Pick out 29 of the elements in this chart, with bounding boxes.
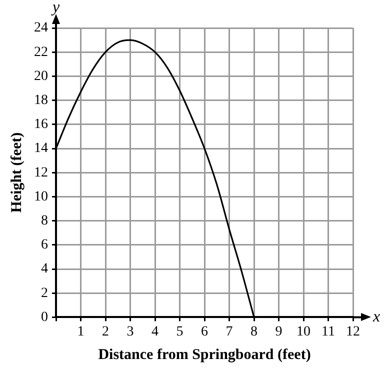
x-tick-label: 10 — [296, 324, 310, 340]
y-axis-title: Height (feet) — [8, 132, 25, 213]
x-tick-label: 11 — [322, 324, 335, 340]
x-tick-label: 2 — [102, 324, 109, 340]
x-tick-label: 9 — [275, 324, 282, 340]
y-tick-label: 14 — [34, 141, 48, 156]
y-tick-label: 18 — [34, 92, 48, 108]
y-tick-label: 20 — [34, 68, 48, 84]
y-tick-label: 6 — [41, 238, 48, 253]
x-tick-label: 1 — [77, 324, 84, 340]
x-axis-title: Distance from Springboard (feet) — [98, 346, 311, 363]
text: x — [372, 308, 380, 326]
y-tick-label: 22 — [34, 44, 48, 60]
y-tick-label: 24 — [34, 20, 48, 36]
x-tick-label: 5 — [176, 324, 184, 340]
x-tick-label: 3 — [126, 324, 134, 340]
x-tick-label: 7 — [226, 324, 233, 340]
y-tick-label: 16 — [34, 117, 48, 132]
x-tick-label: 6 — [201, 324, 208, 340]
y-tick-label: 4 — [41, 262, 48, 277]
text: y — [50, 0, 60, 16]
y-tick-label: 12 — [34, 165, 48, 180]
y-tick-label: 0 — [41, 310, 48, 325]
y-tick-label: 2 — [41, 286, 48, 301]
x-tick-label: 12 — [346, 324, 360, 340]
x-tick-label: 4 — [152, 324, 158, 340]
y-tick-label: 8 — [41, 213, 48, 228]
y-tick-label: 10 — [34, 189, 48, 204]
x-tick-label: 8 — [250, 324, 258, 340]
